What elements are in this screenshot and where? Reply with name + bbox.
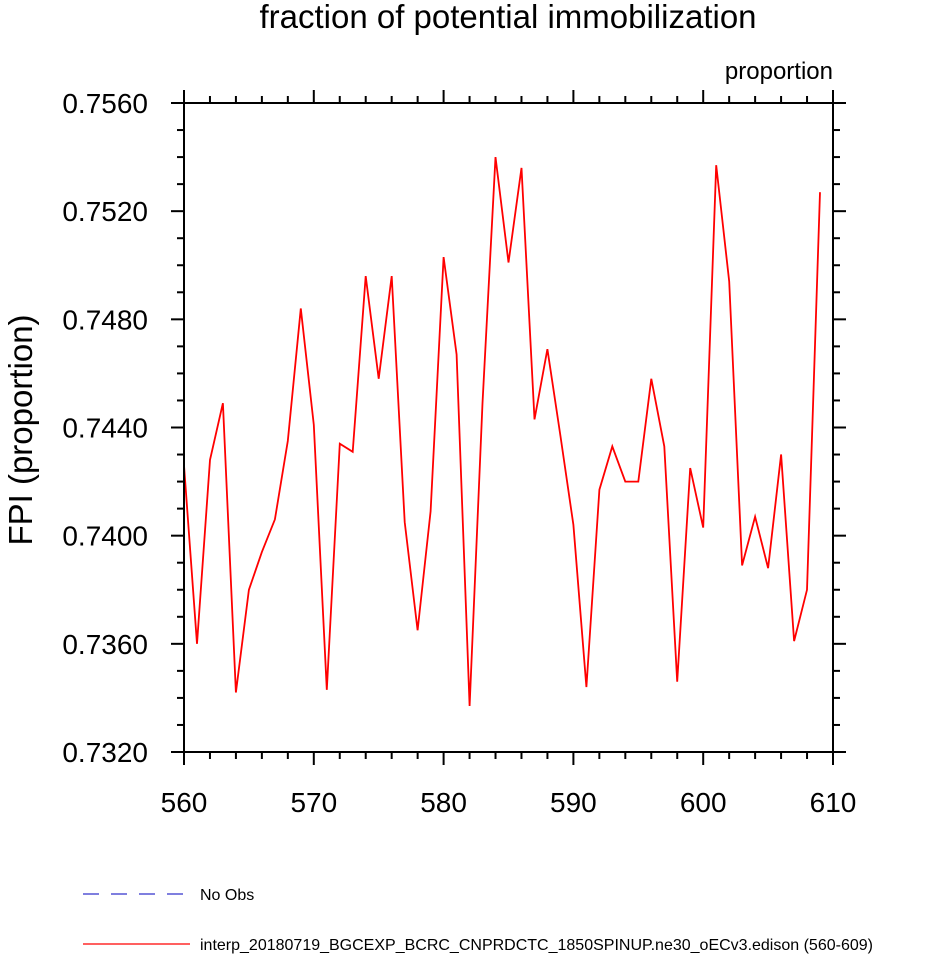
data-point [702, 527, 704, 529]
data-point [274, 518, 276, 520]
data-point [365, 275, 367, 277]
data-point [430, 510, 432, 512]
chart-title: fraction of potential immobilization [259, 0, 756, 35]
data-point [378, 378, 380, 380]
data-point [793, 640, 795, 642]
data-point [521, 167, 523, 169]
y-tick-label: 0.7400 [62, 521, 148, 552]
data-point [417, 629, 419, 631]
data-point [482, 402, 484, 404]
data-point [196, 643, 198, 645]
data-point [469, 705, 471, 707]
x-tick-label: 560 [161, 787, 208, 818]
data-point [754, 516, 756, 518]
data-point [676, 681, 678, 683]
legend-label: No Obs [200, 887, 254, 904]
y-tick-label: 0.7480 [62, 304, 148, 335]
y-tick-label: 0.7440 [62, 413, 148, 444]
data-point [235, 692, 237, 694]
data-point [572, 524, 574, 526]
data-point [352, 451, 354, 453]
y-tick-labels: 0.7320 0.7360 0.7400 0.7440 0.7480 0.7520 0.75… [62, 88, 148, 768]
y-axis-label: FPI (proportion) [2, 314, 39, 545]
data-point [637, 481, 639, 483]
data-point [624, 481, 626, 483]
y-tick-label: 0.7560 [62, 88, 148, 119]
data-point [767, 567, 769, 569]
axis-ticks [171, 90, 846, 765]
data-point [495, 156, 497, 158]
data-point [611, 445, 613, 447]
x-tick-label: 600 [680, 787, 727, 818]
data-point [287, 440, 289, 442]
data-point [546, 348, 548, 350]
data-point [650, 378, 652, 380]
data-point [261, 551, 263, 553]
data-point [313, 424, 315, 426]
data-point [183, 464, 185, 466]
data-point [728, 281, 730, 283]
data-point [222, 402, 224, 404]
x-tick-label: 590 [550, 787, 597, 818]
x-tick-label: 610 [810, 787, 857, 818]
data-point [404, 521, 406, 523]
data-point [598, 489, 600, 491]
data-point [559, 435, 561, 437]
x-tick-label: 570 [290, 787, 337, 818]
series-line [183, 156, 821, 707]
y-tick-label: 0.7520 [62, 196, 148, 227]
data-point [819, 191, 821, 193]
x-tick-labels: 560 570 580 590 600 610 [161, 787, 857, 818]
plot-frame [183, 102, 834, 753]
data-point [326, 689, 328, 691]
data-point [209, 459, 211, 461]
y-tick-label: 0.7360 [62, 629, 148, 660]
data-point [715, 164, 717, 166]
data-point [339, 443, 341, 445]
data-point [585, 686, 587, 688]
data-point [300, 308, 302, 310]
x-tick-label: 580 [420, 787, 467, 818]
data-point [391, 275, 393, 277]
data-point [806, 589, 808, 591]
units-label: proportion [725, 58, 833, 85]
legend-label: interp_20180719_BGCEXP_BCRC_CNPRDCTC_185… [200, 937, 873, 954]
data-point [689, 467, 691, 469]
legend: No Obs interp_20180719_BGCEXP_BCRC_CNPRDC… [83, 887, 873, 954]
data-point [248, 589, 250, 591]
data-point [741, 564, 743, 566]
data-point [534, 418, 536, 420]
y-tick-label: 0.7320 [62, 737, 148, 768]
data-point [663, 445, 665, 447]
data-point [780, 454, 782, 456]
data-point [443, 256, 445, 258]
data-point [508, 262, 510, 264]
data-point [456, 354, 458, 356]
